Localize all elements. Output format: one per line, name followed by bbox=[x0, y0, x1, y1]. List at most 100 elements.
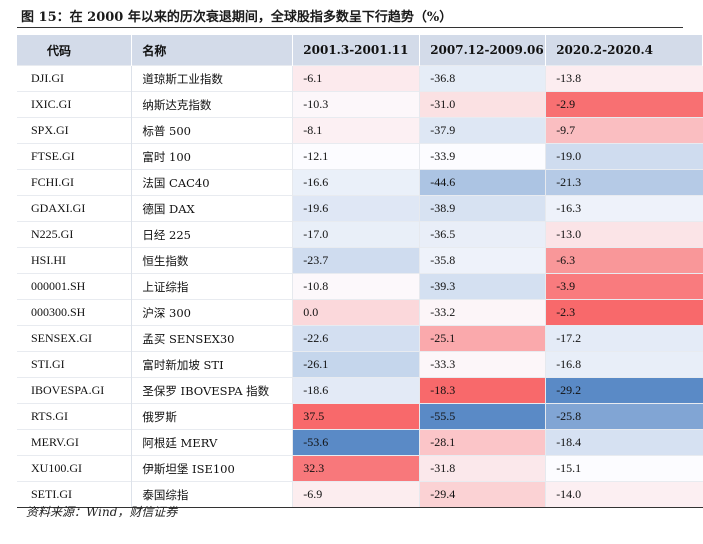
index-name: 上证综指 bbox=[131, 273, 293, 300]
index-name: 伊斯坦堡 ISE100 bbox=[131, 455, 293, 482]
return-value-period-1: 37.5 bbox=[292, 403, 420, 430]
table-row: STI.GI 富时新加坡 STI -26.1 -33.3 -16.8 bbox=[17, 351, 703, 378]
return-value-period-1: -6.9 bbox=[292, 481, 420, 508]
return-value-period-1: -26.1 bbox=[292, 351, 420, 378]
index-name: 日经 225 bbox=[131, 221, 293, 248]
return-value-period-3: -16.3 bbox=[545, 195, 703, 222]
source-note: 资料来源：Wind，财信证券 bbox=[26, 505, 178, 519]
return-value-period-3: -21.3 bbox=[545, 169, 703, 196]
table-header-row: 代码 名称 2001.3-2001.11 2007.12-2009.06 202… bbox=[17, 35, 703, 66]
table-row: N225.GI 日经 225 -17.0 -36.5 -13.0 bbox=[17, 221, 703, 248]
index-name: 孟买 SENSEX30 bbox=[131, 325, 293, 352]
header-code: 代码 bbox=[17, 35, 133, 66]
index-name: 富时新加坡 STI bbox=[131, 351, 293, 378]
return-value-period-2: -35.8 bbox=[419, 247, 546, 274]
return-value-period-2: -31.0 bbox=[419, 91, 546, 118]
index-code: GDAXI.GI bbox=[17, 195, 132, 222]
index-code: IXIC.GI bbox=[17, 91, 132, 118]
index-name: 道琼斯工业指数 bbox=[131, 65, 293, 92]
table-row: 000300.SH 沪深 300 0.0 -33.2 -2.3 bbox=[17, 299, 703, 326]
index-name: 纳斯达克指数 bbox=[131, 91, 293, 118]
index-code: DJI.GI bbox=[17, 65, 132, 92]
index-returns-table: 代码 名称 2001.3-2001.11 2007.12-2009.06 202… bbox=[17, 35, 703, 508]
table-row: FTSE.GI 富时 100 -12.1 -33.9 -19.0 bbox=[17, 143, 703, 170]
return-value-period-3: -6.3 bbox=[545, 247, 703, 274]
return-value-period-1: -19.6 bbox=[292, 195, 420, 222]
return-value-period-1: -17.0 bbox=[292, 221, 420, 248]
table-row: SPX.GI 标普 500 -8.1 -37.9 -9.7 bbox=[17, 117, 703, 144]
index-code: XU100.GI bbox=[17, 455, 132, 482]
table-row: XU100.GI 伊斯坦堡 ISE100 32.3 -31.8 -15.1 bbox=[17, 455, 703, 482]
index-code: HSI.HI bbox=[17, 247, 132, 274]
return-value-period-3: -19.0 bbox=[545, 143, 703, 170]
return-value-period-3: -18.4 bbox=[545, 429, 703, 456]
return-value-period-1: -8.1 bbox=[292, 117, 420, 144]
return-value-period-2: -33.2 bbox=[419, 299, 546, 326]
table-row: MERV.GI 阿根廷 MERV -53.6 -28.1 -18.4 bbox=[17, 429, 703, 456]
table-row: IXIC.GI 纳斯达克指数 -10.3 -31.0 -2.9 bbox=[17, 91, 703, 118]
index-code: RTS.GI bbox=[17, 403, 132, 430]
index-name: 恒生指数 bbox=[131, 247, 293, 274]
index-code: N225.GI bbox=[17, 221, 132, 248]
index-name: 沪深 300 bbox=[131, 299, 293, 326]
table-row: GDAXI.GI 德国 DAX -19.6 -38.9 -16.3 bbox=[17, 195, 703, 222]
return-value-period-3: -17.2 bbox=[545, 325, 703, 352]
return-value-period-2: -37.9 bbox=[419, 117, 546, 144]
return-value-period-2: -18.3 bbox=[419, 377, 546, 404]
return-value-period-3: -16.8 bbox=[545, 351, 703, 378]
return-value-period-2: -39.3 bbox=[419, 273, 546, 300]
index-code: SENSEX.GI bbox=[17, 325, 132, 352]
return-value-period-3: -13.8 bbox=[545, 65, 703, 92]
index-code: SETI.GI bbox=[17, 481, 132, 508]
return-value-period-2: -55.5 bbox=[419, 403, 546, 430]
return-value-period-1: -23.7 bbox=[292, 247, 420, 274]
header-period-1: 2001.3-2001.11 bbox=[292, 35, 421, 66]
table-row: SENSEX.GI 孟买 SENSEX30 -22.6 -25.1 -17.2 bbox=[17, 325, 703, 352]
index-code: IBOVESPA.GI bbox=[17, 377, 132, 404]
title-divider bbox=[17, 27, 683, 28]
return-value-period-1: -16.6 bbox=[292, 169, 420, 196]
return-value-period-2: -31.8 bbox=[419, 455, 546, 482]
header-name: 名称 bbox=[131, 35, 294, 66]
return-value-period-2: -36.8 bbox=[419, 65, 546, 92]
figure-title: 图 15：在 2000 年以来的历次衰退期间，全球股指多数呈下行趋势（%） bbox=[21, 10, 453, 25]
index-code: 000001.SH bbox=[17, 273, 132, 300]
index-code: MERV.GI bbox=[17, 429, 132, 456]
table-row: RTS.GI 俄罗斯 37.5 -55.5 -25.8 bbox=[17, 403, 703, 430]
index-name: 德国 DAX bbox=[131, 195, 293, 222]
return-value-period-1: -22.6 bbox=[292, 325, 420, 352]
return-value-period-2: -33.9 bbox=[419, 143, 546, 170]
return-value-period-3: -2.9 bbox=[545, 91, 703, 118]
index-name: 泰国综指 bbox=[131, 481, 293, 508]
return-value-period-1: -10.3 bbox=[292, 91, 420, 118]
table-row: HSI.HI 恒生指数 -23.7 -35.8 -6.3 bbox=[17, 247, 703, 274]
index-name: 俄罗斯 bbox=[131, 403, 293, 430]
table-body: DJI.GI 道琼斯工业指数 -6.1 -36.8 -13.8 IXIC.GI 纳斯达克指数… bbox=[17, 65, 703, 508]
index-name: 圣保罗 IBOVESPA 指数 bbox=[131, 377, 293, 404]
return-value-period-2: -33.3 bbox=[419, 351, 546, 378]
table-row: 000001.SH 上证综指 -10.8 -39.3 -3.9 bbox=[17, 273, 703, 300]
table-row: DJI.GI 道琼斯工业指数 -6.1 -36.8 -13.8 bbox=[17, 65, 703, 92]
return-value-period-2: -38.9 bbox=[419, 195, 546, 222]
return-value-period-2: -36.5 bbox=[419, 221, 546, 248]
header-period-2: 2007.12-2009.06 bbox=[419, 35, 547, 66]
return-value-period-1: -12.1 bbox=[292, 143, 420, 170]
return-value-period-3: -9.7 bbox=[545, 117, 703, 144]
return-value-period-3: -14.0 bbox=[545, 481, 703, 508]
return-value-period-2: -25.1 bbox=[419, 325, 546, 352]
return-value-period-3: -15.1 bbox=[545, 455, 703, 482]
index-name: 标普 500 bbox=[131, 117, 293, 144]
table-row: SETI.GI 泰国综指 -6.9 -29.4 -14.0 bbox=[17, 481, 703, 508]
table-row: FCHI.GI 法国 CAC40 -16.6 -44.6 -21.3 bbox=[17, 169, 703, 196]
return-value-period-3: -25.8 bbox=[545, 403, 703, 430]
return-value-period-3: -29.2 bbox=[545, 377, 703, 404]
index-name: 法国 CAC40 bbox=[131, 169, 293, 196]
return-value-period-1: -53.6 bbox=[292, 429, 420, 456]
return-value-period-3: -2.3 bbox=[545, 299, 703, 326]
return-value-period-1: 0.0 bbox=[292, 299, 420, 326]
return-value-period-1: 32.3 bbox=[292, 455, 420, 482]
index-name: 阿根廷 MERV bbox=[131, 429, 293, 456]
return-value-period-2: -28.1 bbox=[419, 429, 546, 456]
return-value-period-1: -10.8 bbox=[292, 273, 420, 300]
return-value-period-3: -3.9 bbox=[545, 273, 703, 300]
